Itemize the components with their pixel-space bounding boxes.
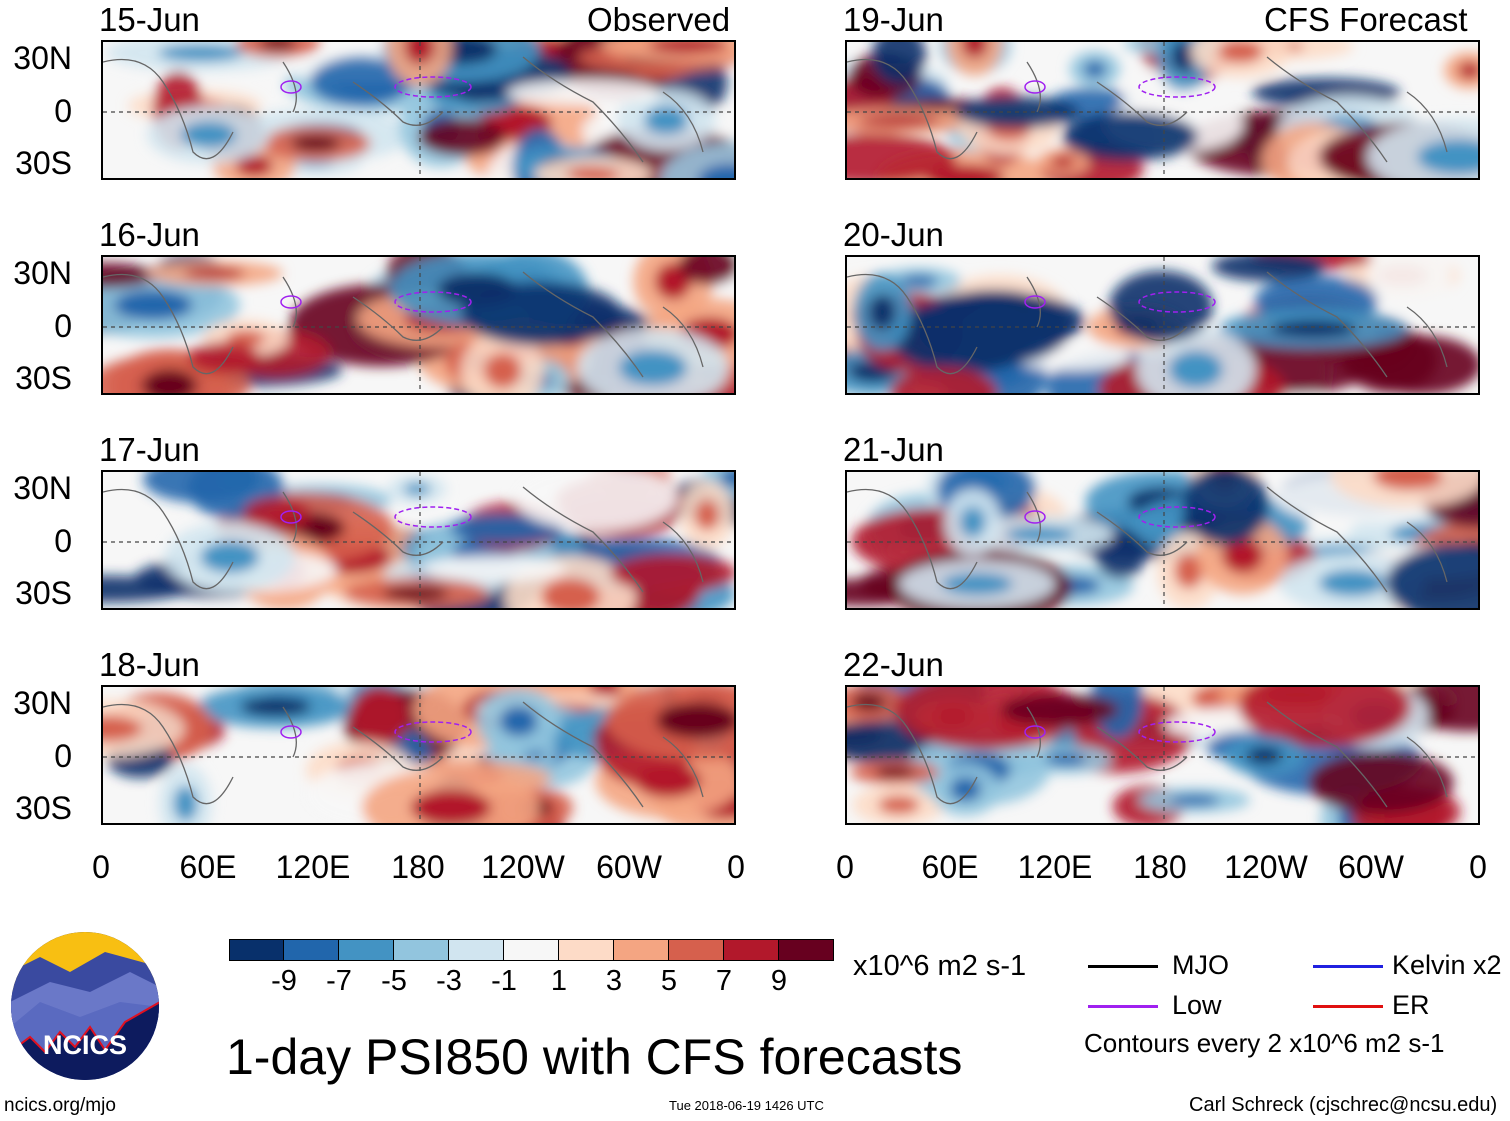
lon-label: 180 [1133, 849, 1187, 885]
legend-kelvin-label: Kelvin x2 [1392, 950, 1502, 980]
colorbar-label: 5 [660, 965, 678, 997]
colorbar-bin [614, 939, 669, 961]
logo-text: NCICS [43, 1030, 127, 1060]
lon-label: 0 [836, 849, 854, 885]
panel-date: 21-Jun [843, 431, 944, 468]
map-panel [845, 685, 1480, 825]
ncics-logo: NCICS [11, 932, 159, 1080]
lat-label: 0 [54, 738, 72, 774]
lat-label: 0 [54, 93, 72, 129]
lon-label: 0 [92, 849, 110, 885]
lon-label: 120W [1224, 849, 1308, 885]
colorbar-label: -1 [491, 965, 517, 997]
lon-label: 60E [921, 849, 979, 885]
lat-label: 30S [15, 575, 72, 611]
panel-date: 18-Jun [99, 646, 200, 683]
lat-label: 0 [54, 308, 72, 344]
colorbar-label: 9 [770, 965, 788, 997]
colorbar-bin [724, 939, 779, 961]
map-panel [845, 255, 1480, 395]
lon-label: 120E [275, 849, 351, 885]
panel-date: 22-Jun [843, 646, 944, 683]
lon-label: 60E [179, 849, 237, 885]
forecast-header: CFS Forecast [1264, 1, 1468, 38]
lon-label: 120W [481, 849, 565, 885]
colorbar-label: -3 [436, 965, 462, 997]
panel-date: 20-Jun [843, 216, 944, 253]
legend-kelvin-line [1313, 965, 1383, 968]
figure-title: 1-day PSI850 with CFS forecasts [226, 1029, 963, 1085]
lat-label: 30S [15, 145, 72, 181]
colorbar-label: -9 [271, 965, 297, 997]
legend-er-label: ER [1392, 990, 1430, 1020]
colorbar-units: x10^6 m2 s-1 [853, 950, 1027, 982]
panel-date: 19-Jun [843, 1, 944, 38]
lon-label: 0 [1469, 849, 1487, 885]
legend-mjo-label: MJO [1172, 950, 1229, 980]
colorbar-label: -7 [326, 965, 352, 997]
lon-label: 120E [1017, 849, 1093, 885]
panel-date: 17-Jun [99, 431, 200, 468]
colorbar-bin [339, 939, 394, 961]
colorbar-bin [504, 939, 559, 961]
lon-label: 0 [727, 849, 745, 885]
colorbar-bin [779, 939, 834, 961]
lat-label: 30N [13, 255, 72, 291]
legend-low-label: Low [1172, 990, 1222, 1020]
colorbar-bin [394, 939, 449, 961]
legend-er-line [1313, 1005, 1383, 1008]
footer-url: ncics.org/mjo [4, 1095, 116, 1116]
colorbar-bin [559, 939, 614, 961]
colorbar-bin [284, 939, 339, 961]
panel-date: 15-Jun [99, 1, 200, 38]
colorbar-bin [669, 939, 724, 961]
colorbar-label: -5 [381, 965, 407, 997]
map-panel [101, 470, 736, 610]
colorbar-label: 3 [605, 965, 623, 997]
colorbar-bin [229, 939, 284, 961]
lat-label: 30S [15, 360, 72, 396]
map-panel [101, 255, 736, 395]
footer-author: Carl Schreck (cjschrec@ncsu.edu) [1189, 1094, 1498, 1116]
map-panel [101, 40, 736, 180]
colorbar-label: 7 [715, 965, 733, 997]
lat-label: 30N [13, 685, 72, 721]
map-panel [845, 40, 1480, 180]
footer-timestamp: Tue 2018-06-19 1426 UTC [669, 1098, 824, 1113]
lat-label: 30N [13, 40, 72, 76]
contour-note: Contours every 2 x10^6 m2 s-1 [1084, 1028, 1445, 1058]
lon-label: 180 [391, 849, 445, 885]
map-panel [845, 470, 1480, 610]
panel-date: 16-Jun [99, 216, 200, 253]
legend-low-line [1088, 1005, 1158, 1008]
lon-label: 60W [1338, 849, 1404, 885]
colorbar-label: 1 [550, 965, 568, 997]
lon-label: 60W [596, 849, 662, 885]
lat-label: 30S [15, 790, 72, 826]
lat-label: 0 [54, 523, 72, 559]
map-panel [101, 685, 736, 825]
observed-header: Observed [587, 1, 731, 38]
lat-label: 30N [13, 470, 72, 506]
legend-mjo-line [1088, 965, 1158, 968]
colorbar-bin [449, 939, 504, 961]
